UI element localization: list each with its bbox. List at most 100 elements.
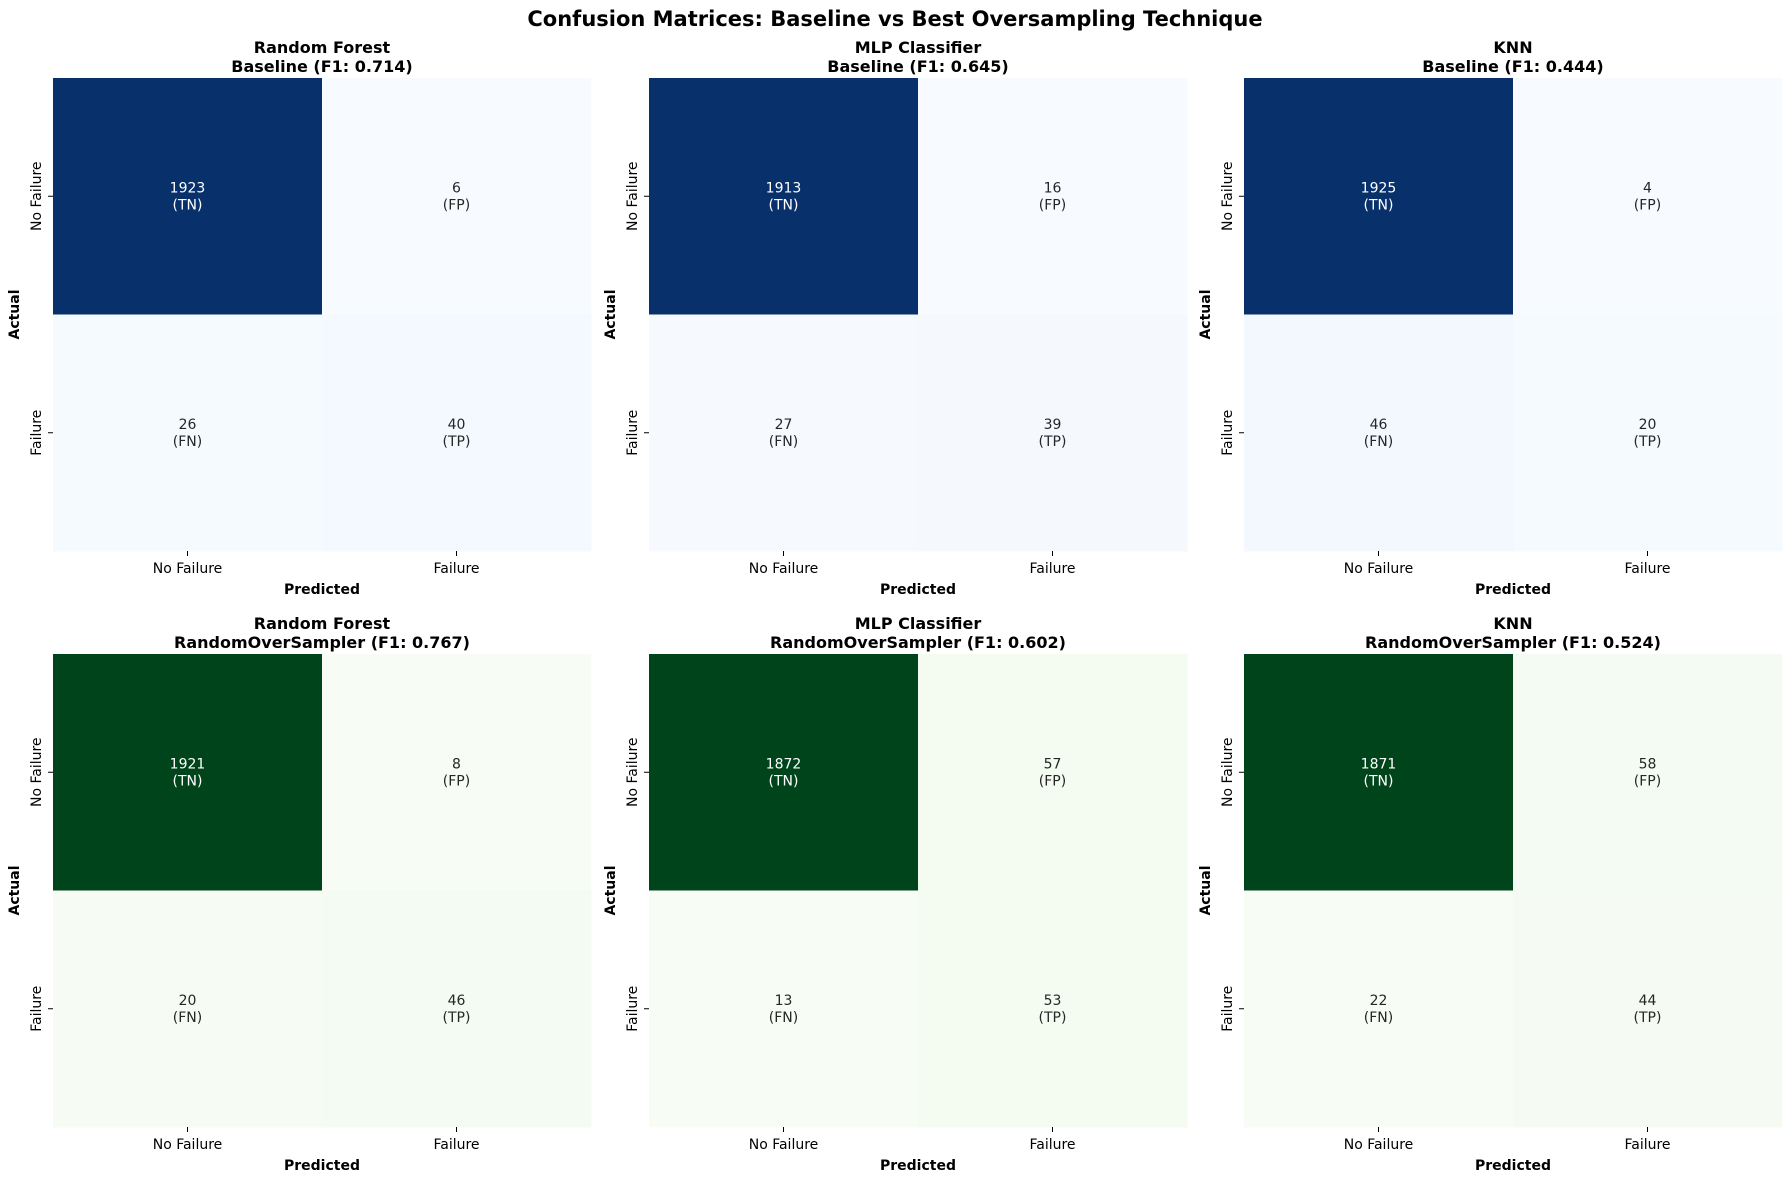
x-tick-label: No Failure	[1344, 561, 1414, 577]
x-tick-label: No Failure	[1344, 1137, 1414, 1153]
heatmap-cell	[322, 890, 592, 1128]
cell-type-label: (TP)	[443, 1010, 471, 1026]
y-tick-label: Failure	[625, 410, 641, 456]
y-axis-label: Actual	[7, 289, 23, 339]
x-tick-label: Failure	[433, 561, 479, 577]
heatmap-cell	[649, 654, 919, 891]
heatmap-cell	[649, 890, 919, 1128]
panel-title-model: MLP Classifier	[855, 38, 982, 57]
y-tick-label: Failure	[29, 986, 45, 1032]
x-tick-label: No Failure	[153, 1137, 223, 1153]
cell-type-label: (FP)	[443, 197, 470, 213]
heatmap-cell	[1244, 314, 1514, 552]
cell-value-label: 1913	[766, 180, 802, 196]
panel-title-subtitle: Baseline (F1: 0.645)	[827, 57, 1008, 76]
y-tick-label: Failure	[29, 410, 45, 456]
cell-value-label: 1871	[1361, 756, 1397, 772]
x-axis-label: Predicted	[284, 1158, 360, 1174]
heatmap-cell	[322, 78, 592, 315]
cell-value-label: 1923	[170, 180, 206, 196]
heatmap-cell	[918, 314, 1188, 552]
heatmap-cell	[53, 654, 323, 891]
panel-title-subtitle: RandomOverSampler (F1: 0.767)	[174, 633, 470, 652]
cell-type-label: (FN)	[173, 1010, 202, 1026]
heatmap-cell	[649, 78, 919, 315]
heatmap-cell	[918, 654, 1188, 891]
cell-value-label: 6	[452, 180, 461, 196]
cell-type-label: (FN)	[1364, 1010, 1393, 1026]
cell-type-label: (FP)	[443, 773, 470, 789]
x-tick-label: Failure	[1029, 561, 1075, 577]
heatmap-cell	[1513, 78, 1783, 315]
panel-title-subtitle: Baseline (F1: 0.714)	[231, 57, 412, 76]
cell-value-label: 20	[1639, 417, 1657, 433]
cell-type-label: (FP)	[1634, 197, 1661, 213]
cell-type-label: (TN)	[1364, 773, 1394, 789]
heatmap-cell	[322, 654, 592, 891]
cell-type-label: (FP)	[1634, 773, 1661, 789]
y-tick-label: No Failure	[625, 161, 641, 231]
cell-type-label: (TN)	[769, 773, 799, 789]
cell-value-label: 53	[1044, 993, 1062, 1009]
cell-type-label: (FP)	[1039, 197, 1066, 213]
cell-value-label: 22	[1370, 993, 1388, 1009]
cell-type-label: (TP)	[443, 434, 471, 450]
panel-title-model: MLP Classifier	[855, 614, 982, 633]
heatmap-cell	[1244, 654, 1514, 891]
heatmap-cell	[53, 78, 323, 315]
x-axis-label: Predicted	[1475, 1158, 1551, 1174]
y-tick-label: No Failure	[29, 161, 45, 231]
cell-type-label: (TN)	[173, 197, 203, 213]
cell-value-label: 1925	[1361, 180, 1397, 196]
cell-value-label: 57	[1044, 756, 1062, 772]
x-tick-label: No Failure	[153, 561, 223, 577]
x-axis-label: Predicted	[880, 582, 956, 598]
heatmap-cell	[918, 78, 1188, 315]
cell-type-label: (TP)	[1634, 434, 1662, 450]
x-tick-label: Failure	[1624, 1137, 1670, 1153]
y-axis-label: Actual	[7, 865, 23, 915]
y-tick-label: No Failure	[1220, 161, 1236, 231]
cell-value-label: 1921	[170, 756, 206, 772]
x-axis-label: Predicted	[1475, 582, 1551, 598]
cell-type-label: (TN)	[173, 773, 203, 789]
cell-type-label: (TP)	[1634, 1010, 1662, 1026]
y-tick-label: Failure	[1220, 410, 1236, 456]
y-tick-label: No Failure	[29, 737, 45, 807]
panel-title-subtitle: RandomOverSampler (F1: 0.602)	[770, 633, 1066, 652]
cell-type-label: (FN)	[173, 434, 202, 450]
heatmap-cell	[1244, 890, 1514, 1128]
cell-value-label: 4	[1643, 180, 1652, 196]
y-axis-label: Actual	[1198, 865, 1214, 915]
cell-value-label: 40	[448, 417, 466, 433]
cell-value-label: 26	[179, 417, 197, 433]
y-tick-label: No Failure	[1220, 737, 1236, 807]
cell-type-label: (TP)	[1039, 1010, 1067, 1026]
y-tick-label: No Failure	[625, 737, 641, 807]
heatmap-cell	[1513, 890, 1783, 1128]
y-axis-label: Actual	[1198, 289, 1214, 339]
cell-type-label: (FN)	[769, 1010, 798, 1026]
y-tick-label: Failure	[625, 986, 641, 1032]
cell-type-label: (FN)	[769, 434, 798, 450]
panel-title-model: Random Forest	[254, 38, 391, 57]
cell-type-label: (FN)	[1364, 434, 1393, 450]
heatmap-cell	[1513, 314, 1783, 552]
panel-title-subtitle: Baseline (F1: 0.444)	[1422, 57, 1603, 76]
heatmap-cell	[322, 314, 592, 552]
heatmap-cell	[1513, 654, 1783, 891]
figure-title: Confusion Matrices: Baseline vs Best Ove…	[527, 7, 1262, 31]
x-tick-label: Failure	[433, 1137, 479, 1153]
x-tick-label: No Failure	[749, 1137, 819, 1153]
heatmap-cell	[649, 314, 919, 552]
cell-value-label: 1872	[766, 756, 802, 772]
panel-title-model: KNN	[1493, 38, 1532, 57]
cell-type-label: (TN)	[769, 197, 799, 213]
y-tick-label: Failure	[1220, 986, 1236, 1032]
heatmap-cell	[53, 890, 323, 1128]
